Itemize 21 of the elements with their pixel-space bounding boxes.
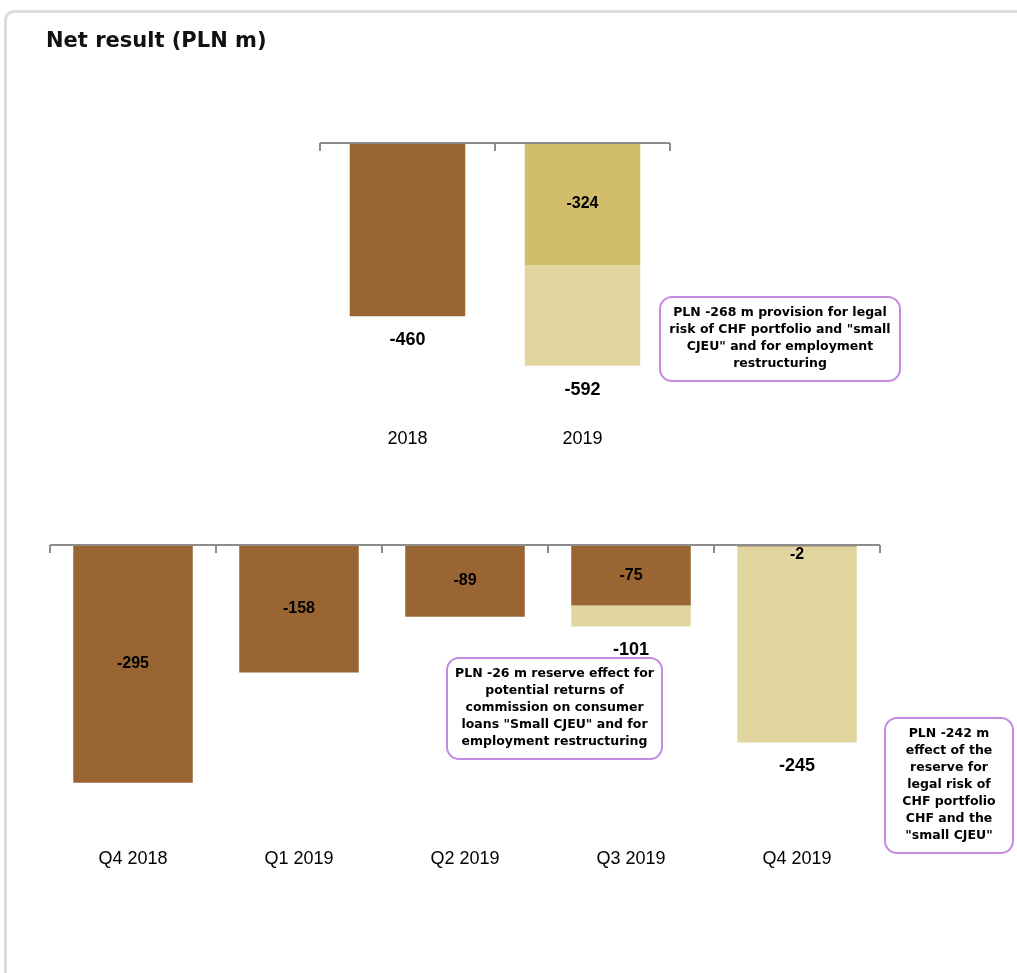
annotation: PLN -26 m reserve effect for potential returns of commission on consumer loans "Small CJEU" and for employment restructuring bbox=[455, 665, 655, 749]
total-label: -101 bbox=[612, 639, 650, 660]
data-label: -324 bbox=[566, 194, 599, 212]
data-label: -2 bbox=[789, 545, 805, 563]
total-label: -460 bbox=[389, 329, 426, 350]
total-label: -592 bbox=[564, 378, 601, 399]
x-tick-label: Q4 2019 bbox=[762, 848, 832, 869]
x-tick-label: Q3 2019 bbox=[596, 848, 666, 869]
x-tick-label: Q4 2018 bbox=[98, 848, 168, 869]
data-label: -75 bbox=[619, 565, 643, 583]
x-tick-label: Q2 2019 bbox=[430, 848, 500, 869]
total-label: -245 bbox=[778, 755, 816, 776]
text: PLN -242 m effect of the reserve for legal risk of CHF portfolio CHF and the "small CJEU" bbox=[902, 725, 997, 843]
x-tick-label: 2018 bbox=[387, 428, 428, 449]
chart-title: Net result (PLN m) bbox=[46, 28, 267, 52]
data-label: -295 bbox=[116, 654, 150, 672]
x-tick-label: 2019 bbox=[562, 428, 603, 449]
data-label: -158 bbox=[282, 599, 316, 617]
x-tick-label: Q1 2019 bbox=[264, 848, 334, 869]
annotation: PLN -268 m provision for legal risk of CHF portfolio and "small CJEU" and for employment restructuring bbox=[669, 304, 891, 371]
data-label: -89 bbox=[453, 571, 477, 589]
